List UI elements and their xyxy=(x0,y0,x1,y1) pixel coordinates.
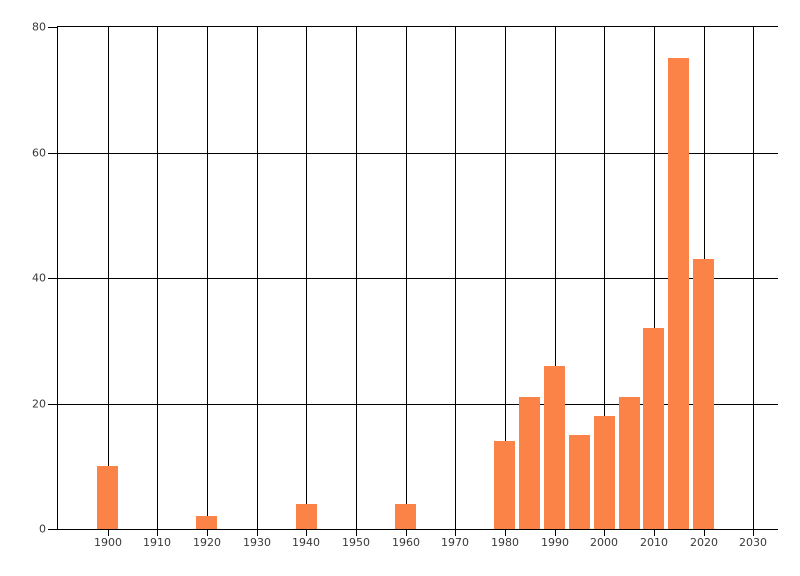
bar-1900 xyxy=(97,466,118,529)
gridline-y-20 xyxy=(58,404,778,405)
x-tickmark-1970 xyxy=(455,530,456,536)
x-tickmark-1950 xyxy=(356,530,357,536)
x-tick-label-1940: 1940 xyxy=(292,536,320,549)
x-tickmark-2010 xyxy=(654,530,655,536)
y-tick-label-80: 80 xyxy=(32,20,46,34)
y-tickmark-0 xyxy=(48,529,57,530)
x-tick-label-2030: 2030 xyxy=(739,536,767,549)
gridline-y-60 xyxy=(58,153,778,154)
x-tick-label-1970: 1970 xyxy=(441,536,469,549)
gridline-y-40 xyxy=(58,278,778,279)
y-tick-label-60: 60 xyxy=(32,146,46,160)
x-tickmark-2030 xyxy=(753,530,754,536)
x-tick-label-1910: 1910 xyxy=(143,536,171,549)
x-tickmark-1960 xyxy=(406,530,407,536)
y-tick-label-20: 20 xyxy=(32,397,46,411)
bar-1995 xyxy=(569,435,590,529)
bar-1940 xyxy=(296,504,317,529)
bar-2010 xyxy=(643,328,664,529)
x-tickmark-2000 xyxy=(604,530,605,536)
x-tickmark-1940 xyxy=(306,530,307,536)
x-tick-label-1930: 1930 xyxy=(243,536,271,549)
x-tick-label-1960: 1960 xyxy=(392,536,420,549)
x-tickmark-2020 xyxy=(704,530,705,536)
bar-1920 xyxy=(196,516,217,529)
x-tickmark-1990 xyxy=(555,530,556,536)
y-tick-label-40: 40 xyxy=(32,271,46,285)
plot-area xyxy=(57,26,778,530)
bar-2005 xyxy=(619,397,640,529)
bar-2000 xyxy=(594,416,615,529)
y-tickmark-80 xyxy=(48,27,57,28)
bar-1990 xyxy=(544,366,565,529)
x-tick-label-2010: 2010 xyxy=(640,536,668,549)
x-tick-label-1900: 1900 xyxy=(94,536,122,549)
bar-1960 xyxy=(395,504,416,529)
x-tick-label-2000: 2000 xyxy=(590,536,618,549)
x-tick-label-1980: 1980 xyxy=(491,536,519,549)
x-tickmark-1900 xyxy=(108,530,109,536)
y-tickmark-20 xyxy=(48,404,57,405)
x-tick-label-1950: 1950 xyxy=(342,536,370,549)
x-tick-label-1990: 1990 xyxy=(541,536,569,549)
x-tickmark-1980 xyxy=(505,530,506,536)
x-tickmark-1910 xyxy=(157,530,158,536)
bar-1980 xyxy=(494,441,515,529)
x-tick-label-2020: 2020 xyxy=(690,536,718,549)
y-tickmark-40 xyxy=(48,278,57,279)
bar-2020 xyxy=(693,259,714,529)
bar-1985 xyxy=(519,397,540,529)
x-tickmark-1930 xyxy=(257,530,258,536)
y-tickmark-60 xyxy=(48,153,57,154)
x-tickmark-1920 xyxy=(207,530,208,536)
x-tick-label-1920: 1920 xyxy=(193,536,221,549)
bar-2015 xyxy=(668,58,689,529)
y-tick-label-0: 0 xyxy=(39,522,46,536)
